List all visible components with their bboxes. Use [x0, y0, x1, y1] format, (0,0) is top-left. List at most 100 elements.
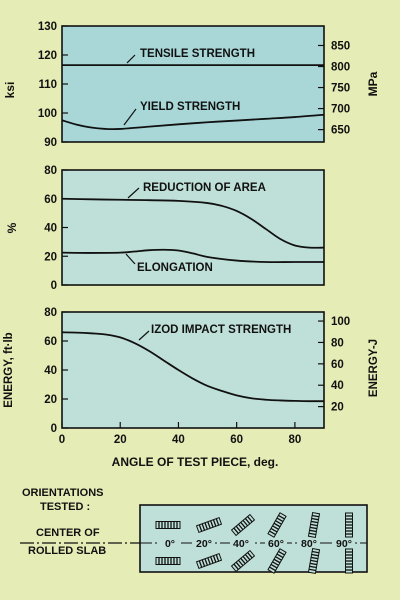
series-line-1 — [61, 197, 325, 249]
strength-y2-tick-label: 800 — [331, 62, 350, 74]
specimen-bar — [267, 512, 287, 538]
angle-label: 60° — [268, 538, 284, 550]
impact-y-ticks: 0 20 40 60 80 — [44, 307, 68, 435]
specimen-notch — [237, 559, 244, 567]
0-y-tick-label: 130 — [38, 21, 57, 33]
yield-leader — [123, 108, 137, 126]
x-tick-label: 60 — [230, 434, 243, 446]
specimen-bar — [345, 512, 353, 538]
specimen-notch — [210, 556, 214, 564]
specimen-notch — [240, 521, 246, 529]
0-y-tick-label: 100 — [38, 108, 57, 120]
orientations-heading: ORIENTATIONS — [22, 487, 103, 499]
specimen-bar — [267, 548, 287, 574]
0-y-tick-label: 90 — [44, 137, 57, 149]
impact-x-ticks: 0 20 40 60 80 — [59, 422, 301, 446]
specimen-notch — [198, 560, 203, 568]
impact-chart: 0 20 40 60 80 20 40 60 80 100 0 20 40 60 80 ENERGY, … — [3, 307, 380, 469]
specimen-notch — [237, 523, 244, 531]
specimen-notch — [273, 558, 281, 564]
center-label: CENTER OF — [36, 527, 100, 539]
strength-y-ticks: 90 100 110 120 130 — [38, 21, 68, 149]
specimen-bar — [307, 511, 321, 539]
strength-y2-tick-label: 700 — [331, 104, 350, 116]
specimen-notch — [311, 517, 319, 521]
specimen-notch — [247, 552, 253, 559]
angle-label: 0° — [165, 538, 175, 550]
specimen-notch — [278, 550, 285, 556]
strength-y2-tick-label: 750 — [331, 83, 350, 95]
specimen-notch — [308, 532, 316, 536]
specimen-bar — [195, 552, 223, 570]
specimen-notch — [242, 555, 249, 563]
specimen-notch — [275, 556, 282, 561]
specimen-notch — [278, 514, 285, 520]
specimen-notch — [233, 563, 239, 570]
strength-y2-tick-label: 850 — [331, 40, 350, 52]
1-y-tick-label: 0 — [51, 280, 57, 292]
specimen-bar — [155, 557, 181, 565]
specimen-notch — [273, 522, 281, 528]
strength-lines — [61, 64, 325, 131]
x-axis-label: ANGLE OF TEST PIECE, deg. — [112, 455, 279, 469]
specimen-notch — [270, 563, 278, 569]
specimen-notch — [310, 556, 319, 560]
izod-label: IZOD IMPACT STRENGTH — [151, 324, 291, 336]
ductility-chart: 0 20 40 60 80 % REDUCTION OF AREA ELONGATION — [5, 165, 325, 292]
specimen-notch — [276, 517, 284, 523]
specimen-notch — [207, 557, 211, 565]
x-tick-label: 40 — [172, 434, 185, 446]
specimen-notch — [201, 523, 206, 531]
specimen-notch — [270, 527, 278, 533]
impact-y-axis-label: ENERGY, ft·lb — [3, 332, 15, 407]
specimen-notch — [212, 519, 217, 527]
angle-label: 90° — [336, 538, 352, 550]
strength-y-axis-label: ksi — [3, 82, 17, 99]
angle-label-bg — [230, 537, 252, 549]
specimen-bar — [307, 547, 321, 575]
specimen-notch — [275, 520, 282, 525]
rolled-slab-label: ROLLED SLAB — [28, 545, 106, 557]
specimen-notch — [310, 523, 318, 527]
series-line-2 — [61, 113, 325, 131]
specimen-bar — [155, 521, 181, 529]
angle-label-bg — [159, 537, 181, 549]
1-y-tick-label: 60 — [44, 194, 57, 206]
specimen-notch — [215, 554, 220, 562]
specimen-notch — [240, 557, 246, 565]
impact-y2-tick-label: 60 — [331, 359, 344, 371]
2-y-tick-label: 40 — [44, 365, 57, 377]
izod-leader — [138, 330, 150, 341]
angle-label-bg — [265, 537, 287, 549]
2-y-tick-label: 80 — [44, 307, 57, 319]
1-y-tick-label: 80 — [44, 165, 57, 177]
impact-y2-tick-label: 40 — [331, 380, 344, 392]
specimen-notch — [244, 554, 251, 561]
angle-label: 40° — [233, 538, 249, 550]
strength-y2-tick-label: 650 — [331, 125, 350, 137]
ductility-lines — [61, 197, 325, 264]
specimen-notch — [210, 520, 214, 528]
elongation-label: ELONGATION — [137, 262, 213, 274]
specimen-notch — [242, 519, 249, 527]
reduction-label: REDUCTION OF AREA — [143, 182, 266, 194]
specimen-notch — [308, 568, 316, 572]
specimen-bar — [230, 549, 256, 573]
orientation-legend: ORIENTATIONS TESTED : CENTER OF ROLLED S… — [20, 487, 368, 575]
specimen-notch — [272, 561, 279, 566]
specimen-notch — [204, 522, 208, 530]
impact-y2-tick-label: 80 — [331, 337, 344, 349]
specimen-notch — [276, 553, 284, 559]
specimen-notch — [269, 566, 276, 572]
elongation-leader — [125, 253, 136, 265]
impact-y2-tick-label: 20 — [331, 402, 344, 414]
strength-chart: 90 100 110 120 130 650 700 750 800 850 ksi MPa T… — [3, 21, 380, 149]
specimen-notch — [207, 521, 211, 529]
specimen-notch — [272, 525, 279, 530]
specimen-bar — [345, 548, 353, 574]
angle-label-bg — [193, 537, 215, 549]
specimen-notch — [198, 524, 203, 532]
angle-label-bg — [333, 537, 355, 549]
2-y-tick-label: 60 — [44, 336, 57, 348]
